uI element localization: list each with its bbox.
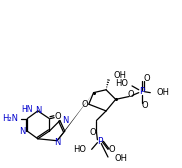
Text: OH: OH <box>115 154 128 163</box>
Text: O: O <box>89 128 96 137</box>
Polygon shape <box>57 93 94 141</box>
Text: O: O <box>82 100 88 109</box>
Text: OH: OH <box>114 71 127 80</box>
Text: N: N <box>35 106 41 115</box>
Text: OH: OH <box>156 88 169 97</box>
Text: HO: HO <box>115 79 128 89</box>
Text: HN: HN <box>21 106 33 114</box>
Text: O: O <box>143 74 150 83</box>
Text: N: N <box>62 116 68 125</box>
Text: P: P <box>139 87 144 96</box>
Text: O: O <box>108 145 115 154</box>
Text: N: N <box>19 127 25 136</box>
Text: O: O <box>128 90 134 99</box>
Text: O: O <box>55 112 61 121</box>
Text: O: O <box>141 101 148 110</box>
Text: H₂N: H₂N <box>2 114 18 123</box>
Text: N: N <box>54 138 60 147</box>
Text: P: P <box>98 137 103 146</box>
Text: HO: HO <box>73 145 86 154</box>
